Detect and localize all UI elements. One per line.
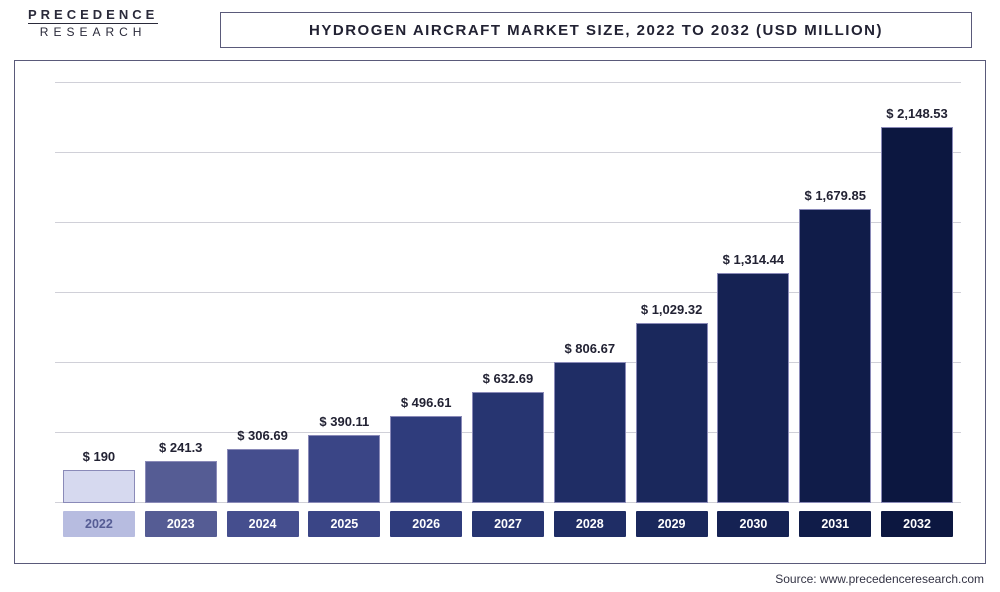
bar [717, 273, 789, 503]
bar-value-label: $ 2,148.53 [847, 106, 987, 121]
bar-wrap: $ 1,029.32 [634, 83, 710, 503]
x-tick-label: 2031 [799, 511, 871, 537]
bar-wrap: $ 2,148.53 [879, 83, 955, 503]
bar [63, 470, 135, 503]
bar [227, 449, 299, 503]
x-tick-label: 2025 [308, 511, 380, 537]
chart-container: $ 190$ 241.3$ 306.69$ 390.11$ 496.61$ 63… [14, 60, 986, 564]
bar [390, 416, 462, 503]
plot-area: $ 190$ 241.3$ 306.69$ 390.11$ 496.61$ 63… [55, 83, 961, 503]
bar [308, 435, 380, 503]
bar [145, 461, 217, 503]
brand-logo: PRECEDENCE RESEARCH [28, 8, 158, 38]
x-axis: 2022 2023 2024 2025 2026 2027 2028 2029 2030 2031… [55, 511, 961, 551]
x-tick-label: 2032 [881, 511, 953, 537]
source-attribution: Source: www.precedenceresearch.com [775, 572, 984, 586]
bar [799, 209, 871, 503]
x-tick-label: 2027 [472, 511, 544, 537]
chart-title: HYDROGEN AIRCRAFT MARKET SIZE, 2022 TO 2… [309, 22, 883, 39]
x-tick-label: 2030 [717, 511, 789, 537]
bars-group: $ 190$ 241.3$ 306.69$ 390.11$ 496.61$ 63… [55, 83, 961, 503]
x-tick-label: 2029 [636, 511, 708, 537]
bar-wrap: $ 632.69 [470, 83, 546, 503]
bar-wrap: $ 306.69 [225, 83, 301, 503]
x-tick-label: 2023 [145, 511, 217, 537]
bar [472, 392, 544, 503]
x-tick-label: 2024 [227, 511, 299, 537]
bar-wrap: $ 1,679.85 [797, 83, 873, 503]
logo-line1: PRECEDENCE [28, 8, 158, 21]
x-tick-label: 2026 [390, 511, 462, 537]
x-tick-label: 2022 [63, 511, 135, 537]
bar-wrap: $ 390.11 [306, 83, 382, 503]
bar-wrap: $ 1,314.44 [716, 83, 792, 503]
bar [881, 127, 953, 503]
x-tick-label: 2028 [554, 511, 626, 537]
bar [554, 362, 626, 503]
chart-title-box: HYDROGEN AIRCRAFT MARKET SIZE, 2022 TO 2… [220, 12, 972, 48]
logo-line2: RESEARCH [28, 23, 158, 38]
bar-wrap: $ 806.67 [552, 83, 628, 503]
bar [636, 323, 708, 503]
bar-wrap: $ 496.61 [388, 83, 464, 503]
